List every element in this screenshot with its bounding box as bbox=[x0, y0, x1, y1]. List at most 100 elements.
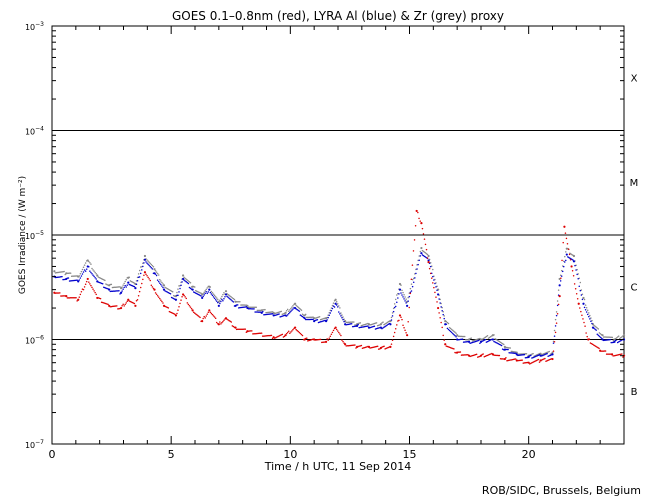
trace-dot bbox=[89, 283, 91, 285]
trace-dot bbox=[574, 264, 576, 267]
trace-dot bbox=[154, 292, 157, 294]
trace-dot bbox=[128, 276, 131, 278]
trace-dot bbox=[278, 313, 280, 315]
trace-dot bbox=[580, 310, 582, 313]
trace-dot bbox=[63, 270, 65, 273]
trace-dot bbox=[445, 323, 448, 325]
trace-dot bbox=[267, 334, 269, 337]
trace-dot bbox=[586, 309, 589, 312]
trace-dot bbox=[101, 282, 104, 285]
trace-dot bbox=[170, 290, 173, 292]
trace-dot bbox=[581, 314, 583, 317]
trace-dot bbox=[301, 334, 304, 337]
trace-dot bbox=[519, 354, 521, 356]
chart-title: GOES 0.1–0.8nm (red), LYRA Al (blue) & Z… bbox=[172, 9, 504, 23]
trace-dot bbox=[599, 336, 602, 338]
data-point bbox=[491, 338, 495, 341]
trace-dot bbox=[171, 291, 174, 293]
trace-dot bbox=[84, 283, 87, 285]
trace-dot bbox=[253, 306, 255, 308]
data-point bbox=[344, 343, 347, 346]
trace-dot bbox=[248, 306, 251, 308]
trace-dot bbox=[181, 281, 183, 283]
trace-dot bbox=[236, 328, 239, 331]
trace-dot bbox=[615, 337, 618, 339]
trace-dot bbox=[229, 295, 231, 297]
data-point bbox=[572, 254, 576, 258]
data-point bbox=[96, 274, 99, 277]
data-point bbox=[208, 309, 211, 312]
trace-dot bbox=[392, 310, 395, 313]
trace-dot bbox=[511, 352, 514, 354]
trace-dot bbox=[394, 327, 397, 330]
trace-dot bbox=[114, 290, 117, 292]
trace-dot bbox=[173, 294, 175, 297]
trace-dot bbox=[207, 291, 210, 293]
trace-dot bbox=[583, 321, 585, 324]
trace-dot bbox=[400, 292, 402, 294]
trace-dot bbox=[256, 332, 259, 335]
trace-dot bbox=[593, 327, 595, 329]
trace-dot bbox=[496, 354, 498, 357]
trace-dot bbox=[484, 338, 487, 341]
trace-dot bbox=[230, 299, 233, 301]
trace-dot bbox=[220, 323, 222, 325]
data-point bbox=[143, 254, 147, 258]
x-axis: 0 5 10 15 20 bbox=[49, 26, 625, 461]
data-point bbox=[324, 340, 328, 343]
trace-dot bbox=[266, 313, 268, 316]
trace-dot bbox=[498, 340, 501, 343]
trace-dot bbox=[605, 336, 607, 338]
trace-dot bbox=[521, 354, 523, 356]
trace-dot bbox=[461, 335, 464, 338]
trace-dot bbox=[397, 320, 399, 322]
data-point bbox=[444, 323, 447, 326]
data-point bbox=[613, 340, 616, 343]
trace-dot bbox=[409, 291, 412, 294]
trace-dot bbox=[351, 344, 354, 346]
data-point bbox=[86, 277, 89, 281]
trace-dot bbox=[595, 326, 597, 328]
trace-dot bbox=[230, 296, 233, 298]
trace-dot bbox=[403, 298, 405, 300]
trace-dot bbox=[326, 319, 328, 321]
trace-dot bbox=[136, 299, 139, 301]
trace-dot bbox=[147, 263, 149, 265]
data-point bbox=[551, 353, 554, 356]
trace-dot bbox=[552, 342, 555, 344]
trace-dot bbox=[114, 286, 117, 288]
trace-dot bbox=[265, 335, 267, 337]
data-point bbox=[303, 317, 306, 320]
trace-dot bbox=[78, 279, 81, 281]
trace-dot bbox=[449, 330, 452, 333]
trace-dot bbox=[289, 332, 291, 334]
trace-dot bbox=[596, 333, 599, 336]
trace-dot bbox=[414, 277, 416, 279]
trace-dot bbox=[590, 320, 592, 322]
trace-dot bbox=[184, 296, 186, 298]
trace-dot bbox=[266, 311, 268, 314]
trace-dot bbox=[240, 328, 242, 330]
trace-dot bbox=[602, 350, 605, 352]
trace-dot bbox=[588, 315, 590, 318]
trace-dot bbox=[310, 318, 312, 321]
trace-dot bbox=[232, 301, 235, 303]
trace-dot bbox=[564, 261, 566, 263]
y-tick-label: 10−7 bbox=[25, 439, 44, 450]
trace-dot bbox=[69, 297, 72, 299]
trace-dot bbox=[434, 291, 436, 294]
trace-dot bbox=[446, 321, 449, 324]
trace-dot bbox=[459, 335, 462, 338]
data-point bbox=[234, 326, 237, 329]
data-point bbox=[120, 306, 123, 310]
trace-dot bbox=[556, 300, 559, 302]
trace-dot bbox=[566, 243, 569, 245]
trace-dot bbox=[285, 332, 288, 335]
trace-dot bbox=[256, 311, 259, 313]
trace-dot bbox=[580, 294, 583, 296]
trace-dot bbox=[464, 354, 466, 356]
trace-dot bbox=[490, 335, 492, 338]
trace-dot bbox=[333, 306, 336, 308]
trace-dot bbox=[135, 283, 138, 286]
trace-dot bbox=[211, 292, 214, 294]
